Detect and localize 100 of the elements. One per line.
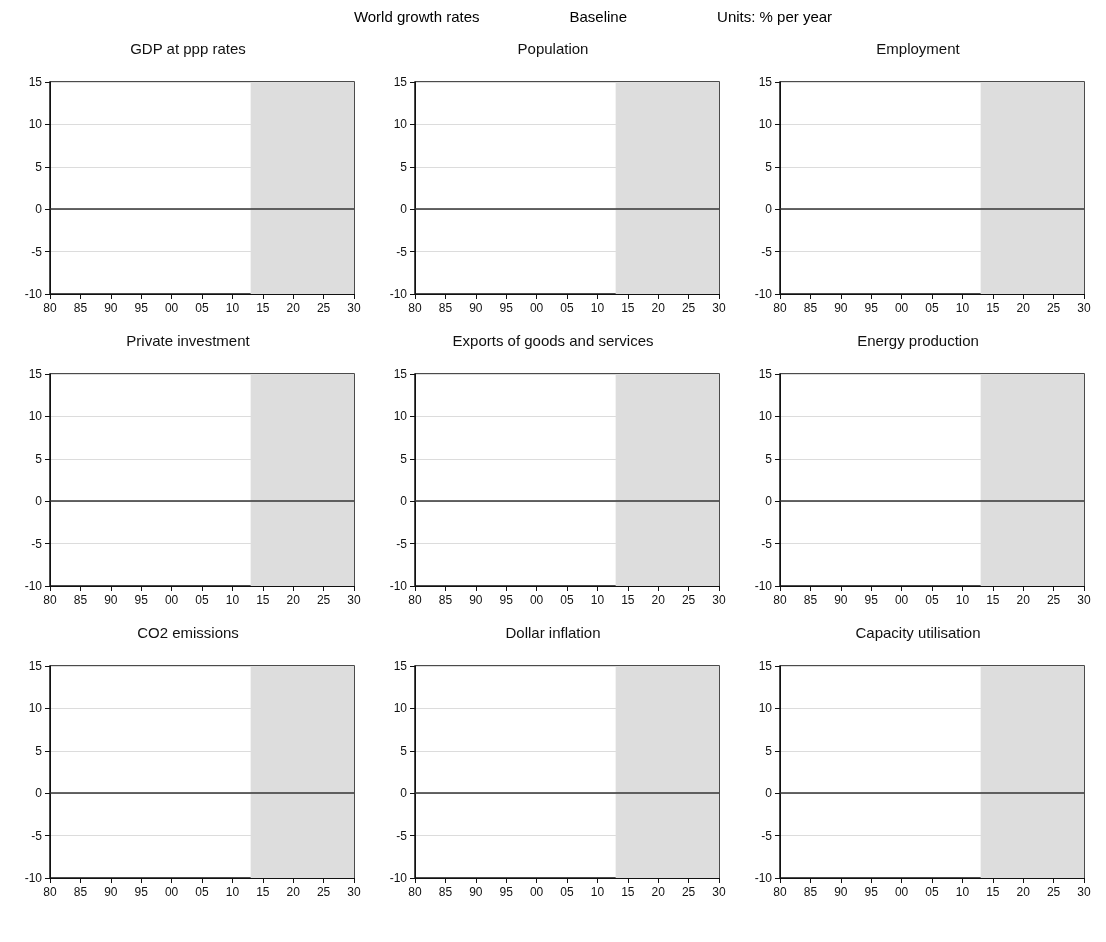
- y-tick-label: 10: [393, 117, 408, 132]
- x-tick-label: 00: [894, 301, 909, 315]
- x-tick-label: 00: [894, 885, 909, 899]
- x-tick-label: 05: [195, 885, 209, 899]
- x-tick-label: 25: [681, 301, 696, 315]
- x-tick-label: 25: [1046, 593, 1061, 607]
- x-tick-label: 80: [408, 593, 422, 607]
- x-tick-label: 15: [256, 593, 270, 607]
- y-tick-label: 15: [758, 659, 773, 673]
- chart-title: Employment: [876, 40, 961, 57]
- text: Baseline: [569, 8, 628, 27]
- x-tick-label: 95: [864, 593, 879, 607]
- x-tick-label: 05: [560, 885, 574, 899]
- x-tick-label: 80: [773, 301, 787, 315]
- x-tick-label: 15: [621, 885, 635, 899]
- x-tick-label: 05: [560, 301, 574, 315]
- chart-title: CO2 emissions: [137, 624, 239, 641]
- x-tick-label: 90: [469, 885, 483, 899]
- y-tick-label: 5: [400, 451, 408, 466]
- y-tick-label: 0: [400, 494, 408, 509]
- x-tick-label: 20: [286, 885, 301, 899]
- x-tick-label: 95: [499, 885, 514, 899]
- x-tick-label: 05: [195, 301, 209, 315]
- x-tick-label: 85: [803, 593, 818, 607]
- x-tick-label: 00: [529, 885, 544, 899]
- y-tick-label: 10: [393, 409, 408, 424]
- y-tick-label: -5: [761, 536, 773, 551]
- x-tick-label: 10: [225, 301, 240, 315]
- x-tick-label: 80: [773, 885, 787, 899]
- x-tick-label: 20: [651, 593, 666, 607]
- y-tick-label: -10: [24, 579, 43, 593]
- x-tick-label: 30: [347, 885, 361, 899]
- x-tick-label: 20: [1016, 593, 1031, 607]
- x-tick-label: 30: [712, 301, 726, 315]
- y-tick-label: 0: [765, 202, 773, 217]
- x-tick-label: 20: [286, 593, 301, 607]
- y-tick-label: 5: [765, 451, 773, 466]
- x-tick-label: 25: [316, 885, 331, 899]
- y-tick-label: 15: [758, 367, 773, 381]
- x-tick-label: 10: [225, 593, 240, 607]
- y-tick-label: 15: [393, 367, 408, 381]
- x-tick-label: 10: [590, 885, 605, 899]
- x-tick-label: 90: [104, 885, 118, 899]
- x-tick-label: 30: [347, 593, 361, 607]
- y-tick-label: 0: [35, 786, 43, 801]
- x-tick-label: 80: [43, 885, 57, 899]
- y-tick-label: 10: [28, 701, 43, 716]
- y-tick-label: 15: [393, 659, 408, 673]
- x-tick-label: 30: [1077, 885, 1091, 899]
- x-tick-label: 10: [955, 301, 970, 315]
- x-tick-label: 10: [590, 301, 605, 315]
- chart-title: Dollar inflation: [505, 624, 601, 641]
- y-tick-label: 10: [393, 701, 408, 716]
- chart-title: Energy production: [857, 332, 979, 349]
- x-tick-label: 85: [73, 301, 88, 315]
- y-tick-label: 5: [35, 451, 43, 466]
- x-tick-label: 80: [408, 885, 422, 899]
- y-tick-label: -10: [754, 871, 773, 885]
- x-tick-label: 85: [73, 885, 88, 899]
- x-tick-label: 85: [803, 885, 818, 899]
- x-tick-label: 80: [408, 301, 422, 315]
- y-tick-label: 5: [400, 159, 408, 174]
- y-tick-label: 15: [28, 367, 43, 381]
- x-tick-label: 90: [834, 885, 848, 899]
- chart-title: Private investment: [126, 332, 251, 349]
- x-tick-label: 30: [1077, 301, 1091, 315]
- x-tick-label: 25: [1046, 885, 1061, 899]
- x-tick-label: 00: [529, 301, 544, 315]
- chart-title: Capacity utilisation: [855, 624, 981, 641]
- x-tick-label: 05: [195, 593, 209, 607]
- x-tick-label: 95: [864, 885, 879, 899]
- x-tick-label: 25: [1046, 301, 1061, 315]
- y-tick-label: 10: [758, 409, 773, 424]
- x-tick-label: 85: [438, 885, 453, 899]
- y-tick-label: 10: [758, 117, 773, 132]
- text: Units: % per year: [717, 8, 833, 27]
- y-tick-label: -10: [24, 287, 43, 301]
- y-tick-label: -5: [396, 244, 408, 259]
- x-tick-label: 90: [834, 301, 848, 315]
- x-tick-label: 10: [955, 885, 970, 899]
- y-tick-label: 0: [765, 494, 773, 509]
- x-tick-label: 90: [469, 593, 483, 607]
- y-tick-label: 0: [35, 494, 43, 509]
- y-tick-label: -5: [396, 536, 408, 551]
- text: World growth rates: [353, 8, 480, 27]
- x-tick-label: 90: [104, 593, 118, 607]
- x-tick-label: 05: [560, 593, 574, 607]
- x-tick-label: 15: [256, 885, 270, 899]
- x-tick-label: 15: [986, 885, 1000, 899]
- x-tick-label: 20: [651, 301, 666, 315]
- x-tick-label: 00: [164, 593, 179, 607]
- x-tick-label: 10: [225, 885, 240, 899]
- y-tick-label: 10: [758, 701, 773, 716]
- x-tick-label: 85: [73, 593, 88, 607]
- x-tick-label: 25: [316, 593, 331, 607]
- x-tick-label: 00: [164, 885, 179, 899]
- x-tick-label: 15: [256, 301, 270, 315]
- x-tick-label: 90: [834, 593, 848, 607]
- x-tick-label: 15: [986, 301, 1000, 315]
- x-tick-label: 05: [925, 301, 939, 315]
